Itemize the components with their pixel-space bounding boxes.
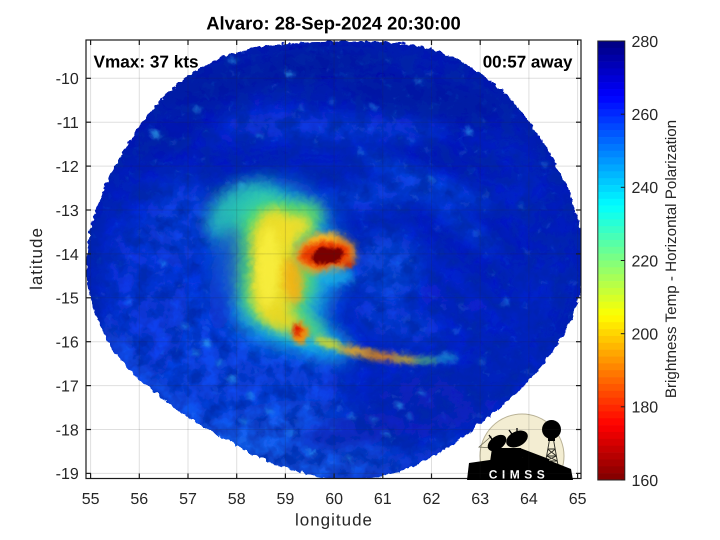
svg-text:61: 61	[374, 491, 392, 508]
svg-text:64: 64	[520, 491, 538, 508]
svg-text:-18: -18	[56, 422, 79, 439]
svg-text:-15: -15	[56, 291, 79, 308]
svg-text:Vmax: 37 kts: Vmax: 37 kts	[94, 51, 199, 71]
svg-text:240: 240	[632, 180, 659, 197]
svg-text:160: 160	[632, 473, 659, 490]
svg-text:-19: -19	[56, 466, 79, 483]
svg-text:-16: -16	[56, 335, 79, 352]
svg-text:longitude: longitude	[295, 511, 373, 530]
svg-text:57: 57	[179, 491, 197, 508]
svg-text:00:57 away: 00:57 away	[483, 52, 573, 71]
svg-text:55: 55	[82, 491, 100, 508]
svg-text:CIMSS: CIMSS	[489, 467, 550, 481]
svg-text:180: 180	[632, 400, 659, 417]
svg-text:200: 200	[632, 327, 659, 344]
svg-text:-12: -12	[56, 159, 79, 176]
svg-text:260: 260	[632, 107, 659, 124]
svg-text:-17: -17	[56, 379, 79, 396]
svg-text:63: 63	[471, 491, 489, 508]
svg-text:56: 56	[130, 491, 148, 508]
svg-text:-14: -14	[56, 247, 79, 264]
svg-text:220: 220	[632, 253, 659, 270]
svg-text:-10: -10	[56, 71, 79, 88]
svg-text:Brightness Temp - Horizontal P: Brightness Temp - Horizontal Polarizatio…	[663, 120, 680, 398]
svg-text:-13: -13	[56, 203, 79, 220]
svg-text:-11: -11	[57, 115, 79, 132]
svg-text:62: 62	[423, 491, 441, 508]
svg-text:Alvaro: 28-Sep-2024 20:30:00: Alvaro: 28-Sep-2024 20:30:00	[206, 12, 461, 33]
svg-text:58: 58	[228, 491, 246, 508]
svg-text:60: 60	[325, 491, 343, 508]
svg-text:latitude: latitude	[27, 227, 46, 290]
svg-text:59: 59	[277, 491, 295, 508]
svg-text:65: 65	[569, 491, 587, 508]
svg-text:280: 280	[632, 34, 659, 51]
